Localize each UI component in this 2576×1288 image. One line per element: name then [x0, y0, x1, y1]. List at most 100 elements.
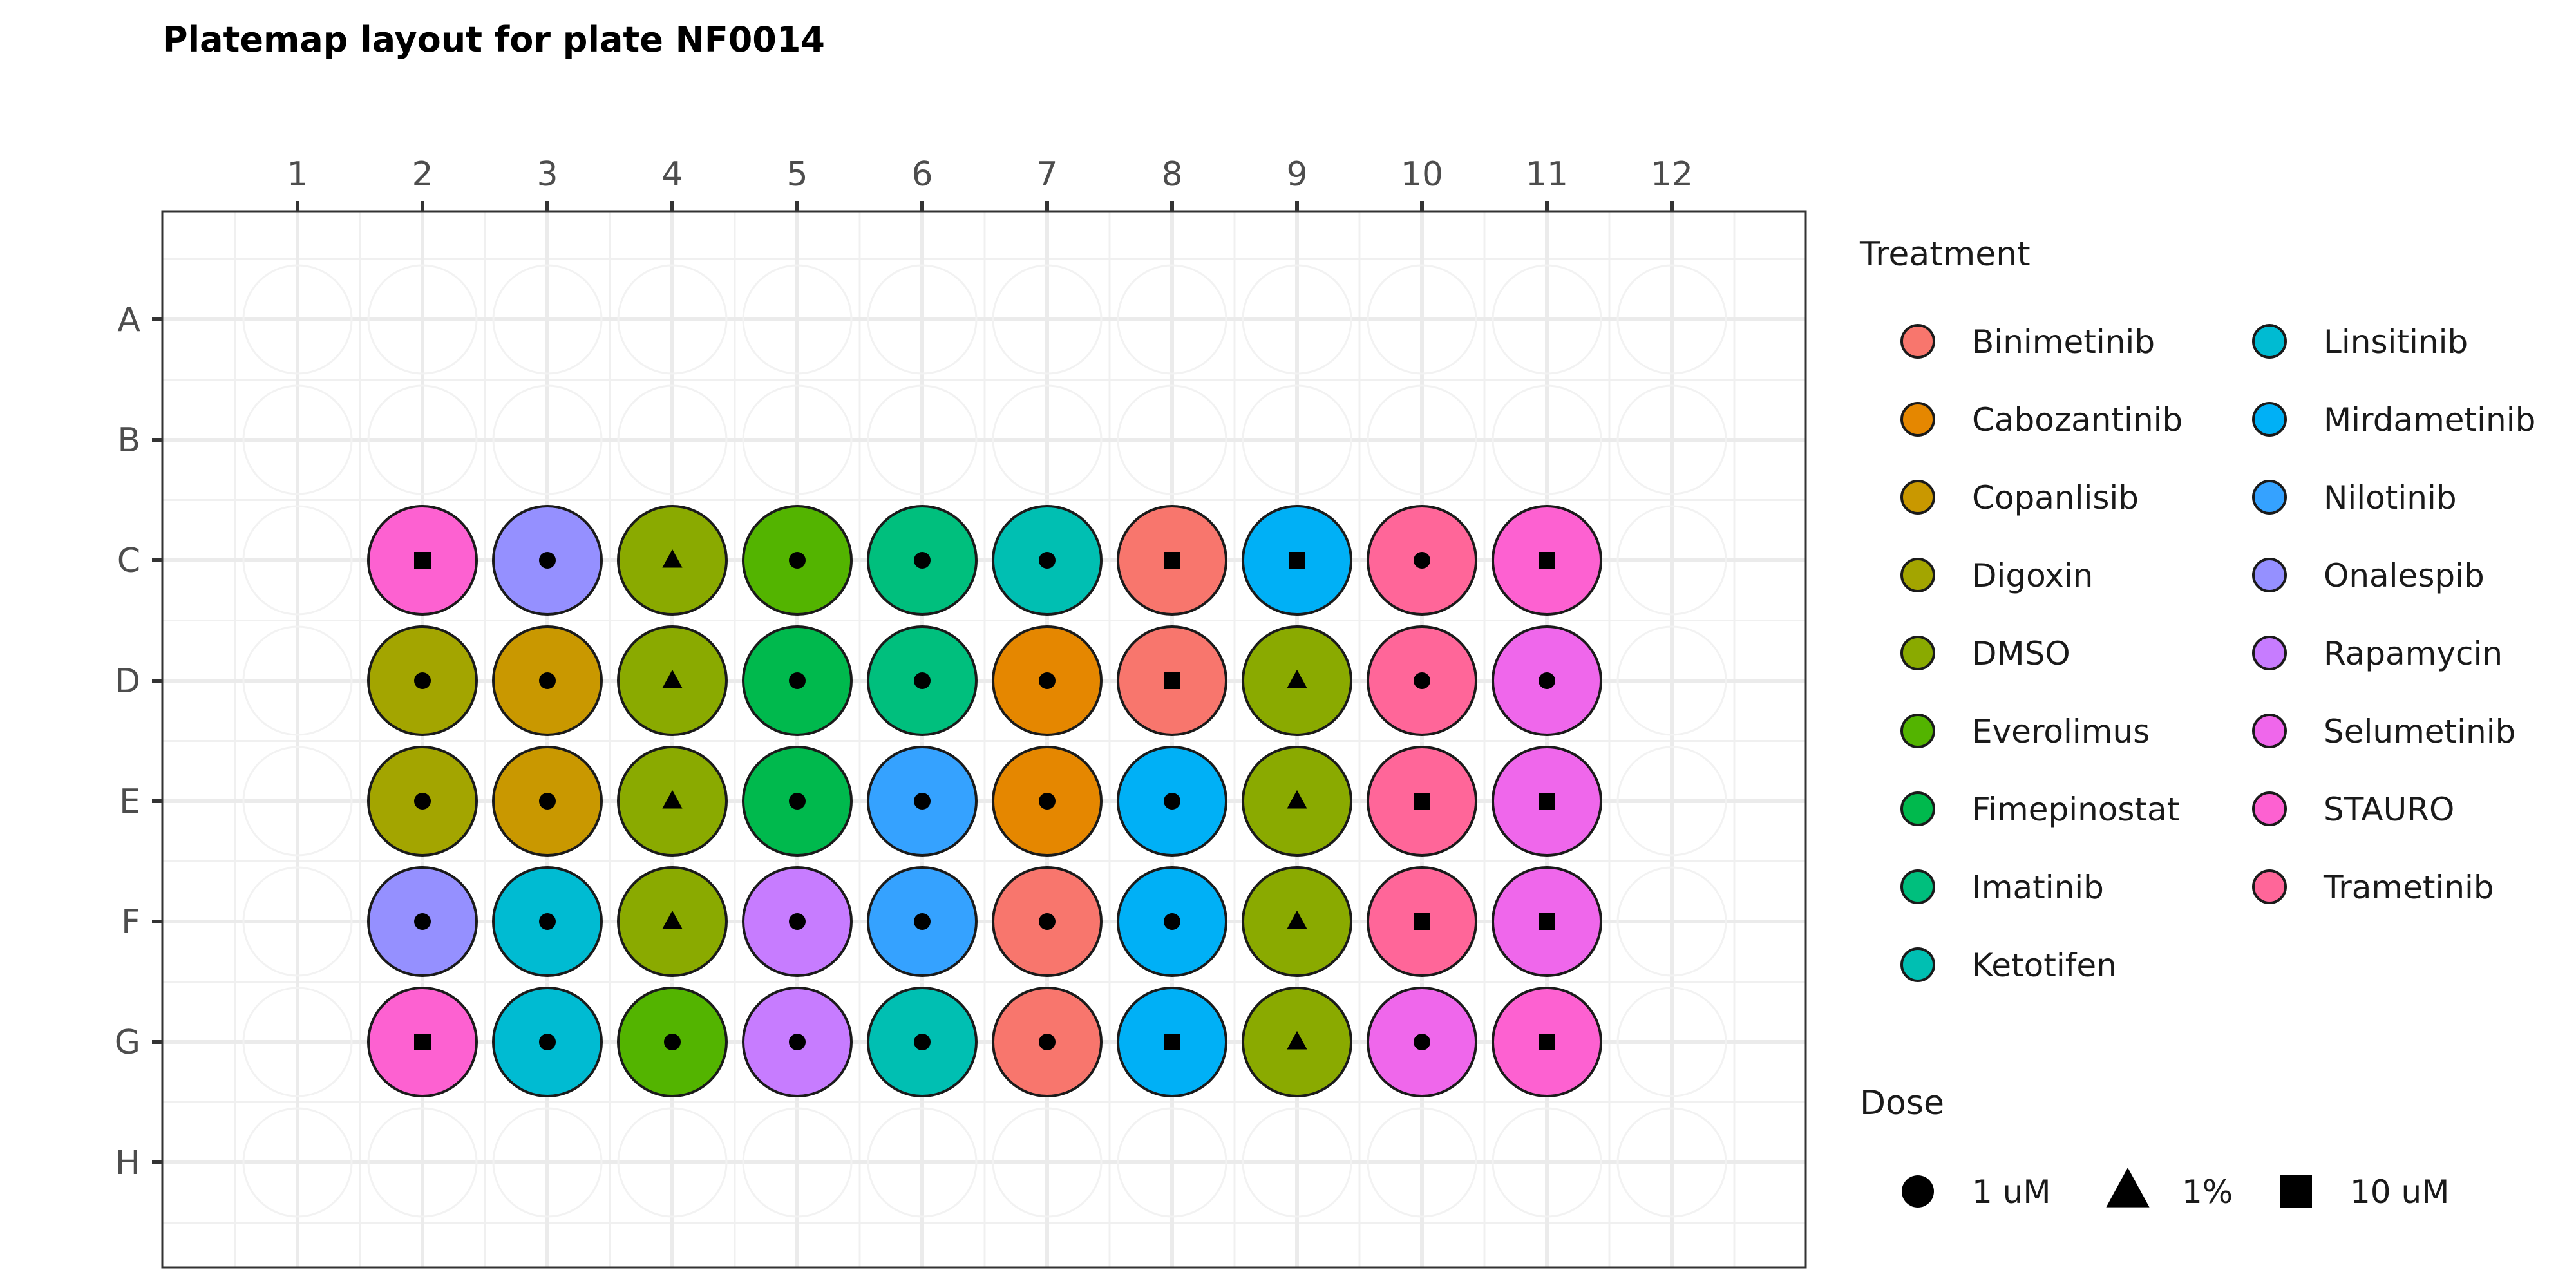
- dose-marker: [1287, 910, 1307, 929]
- dose-marker: [914, 793, 931, 810]
- treatment-legend-key: [2252, 714, 2287, 748]
- dose-marker: [914, 672, 931, 689]
- empty-well: [492, 264, 603, 375]
- dose-marker: [1539, 793, 1555, 810]
- empty-well: [1616, 505, 1727, 616]
- empty-well: [242, 505, 353, 616]
- dose-marker: [1414, 793, 1430, 810]
- empty-well: [1367, 1107, 1477, 1218]
- empty-well: [367, 384, 478, 495]
- empty-well: [242, 866, 353, 977]
- treatment-legend-label: Digoxin: [1972, 557, 2093, 594]
- treatment-legend-label: Ketotifen: [1972, 947, 2117, 984]
- x-tick-label: 10: [1401, 155, 1443, 194]
- treatment-legend-key: [1900, 558, 1935, 592]
- dose-legend-key: [2280, 1175, 2312, 1208]
- empty-well: [1242, 264, 1352, 375]
- empty-well: [617, 384, 728, 495]
- dose-marker: [789, 1034, 806, 1050]
- empty-well: [742, 1107, 853, 1218]
- empty-well: [492, 1107, 603, 1218]
- dose-marker: [914, 552, 931, 569]
- dose-legend-title: Dose: [1860, 1084, 1944, 1122]
- treatment-legend-key: [2252, 480, 2287, 515]
- treatment-legend-key: [2252, 791, 2287, 826]
- x-tick-label: 3: [536, 155, 558, 194]
- empty-well: [1117, 264, 1227, 375]
- treatment-legend-key: [2252, 636, 2287, 670]
- dose-marker: [1039, 793, 1056, 810]
- dose-legend-label: 1%: [2182, 1173, 2233, 1211]
- dose-marker: [1039, 672, 1056, 689]
- dose-marker: [662, 549, 683, 568]
- empty-well: [1616, 625, 1727, 736]
- empty-well: [1616, 264, 1727, 375]
- y-tick-label: H: [115, 1144, 140, 1182]
- treatment-legend-key: [2252, 402, 2287, 437]
- dose-marker: [539, 1034, 556, 1050]
- dose-marker: [414, 793, 431, 810]
- treatment-legend-key: [2252, 324, 2287, 359]
- empty-well: [742, 384, 853, 495]
- treatment-legend-key: [1900, 869, 1935, 904]
- empty-well: [1242, 1107, 1352, 1218]
- dose-marker: [539, 913, 556, 930]
- empty-well: [1117, 1107, 1227, 1218]
- empty-well: [867, 384, 978, 495]
- dose-marker: [1539, 1034, 1555, 1050]
- empty-well: [1367, 384, 1477, 495]
- empty-well: [242, 625, 353, 736]
- y-tick-label: C: [117, 542, 140, 580]
- dose-marker: [664, 1034, 681, 1050]
- dose-marker: [1539, 672, 1555, 689]
- treatment-legend-label: Everolimus: [1972, 713, 2150, 750]
- treatment-legend-label: Mirdametinib: [2324, 401, 2535, 439]
- empty-well: [492, 384, 603, 495]
- dose-legend-key: [1902, 1175, 1934, 1208]
- empty-well: [992, 1107, 1103, 1218]
- treatment-legend-title: Treatment: [1859, 235, 2031, 274]
- dose-marker: [1287, 669, 1307, 688]
- treatment-legend-key: [1900, 480, 1935, 515]
- dose-marker: [1414, 913, 1430, 930]
- empty-well: [1492, 1107, 1602, 1218]
- dose-marker: [1039, 1034, 1056, 1050]
- treatment-legend-label: Onalespib: [2324, 557, 2485, 594]
- dose-marker: [1539, 552, 1555, 569]
- dose-marker: [414, 913, 431, 930]
- treatment-legend-label: Nilotinib: [2324, 479, 2457, 516]
- dose-marker: [1414, 672, 1430, 689]
- dose-marker: [1414, 1034, 1430, 1050]
- treatment-legend-key: [1900, 324, 1935, 359]
- dose-marker: [539, 793, 556, 810]
- empty-well: [867, 264, 978, 375]
- empty-well: [1367, 264, 1477, 375]
- dose-marker: [1414, 552, 1430, 569]
- treatment-legend-key: [1900, 714, 1935, 748]
- empty-well: [742, 264, 853, 375]
- y-tick-label: D: [115, 662, 140, 701]
- empty-well: [1492, 384, 1602, 495]
- treatment-legend-key: [1900, 791, 1935, 826]
- x-tick-label: 6: [911, 155, 933, 194]
- dose-marker: [662, 910, 683, 929]
- treatment-legend-label: Binimetinib: [1972, 323, 2155, 361]
- x-tick-label: 9: [1286, 155, 1307, 194]
- dose-marker: [1289, 552, 1305, 569]
- dose-legend-label: 1 uM: [1972, 1173, 2051, 1211]
- dose-marker: [1039, 913, 1056, 930]
- dose-legend-label: 10 uM: [2350, 1173, 2449, 1211]
- treatment-legend-key: [1900, 402, 1935, 437]
- dose-marker: [1039, 552, 1056, 569]
- x-tick-label: 1: [287, 155, 308, 194]
- x-tick-label: 12: [1651, 155, 1693, 194]
- dose-marker: [1164, 552, 1180, 569]
- dose-marker: [414, 552, 431, 569]
- empty-well: [1492, 264, 1602, 375]
- dose-marker: [662, 669, 683, 688]
- empty-well: [617, 1107, 728, 1218]
- treatment-legend-label: STAURO: [2324, 791, 2454, 828]
- dose-marker: [914, 913, 931, 930]
